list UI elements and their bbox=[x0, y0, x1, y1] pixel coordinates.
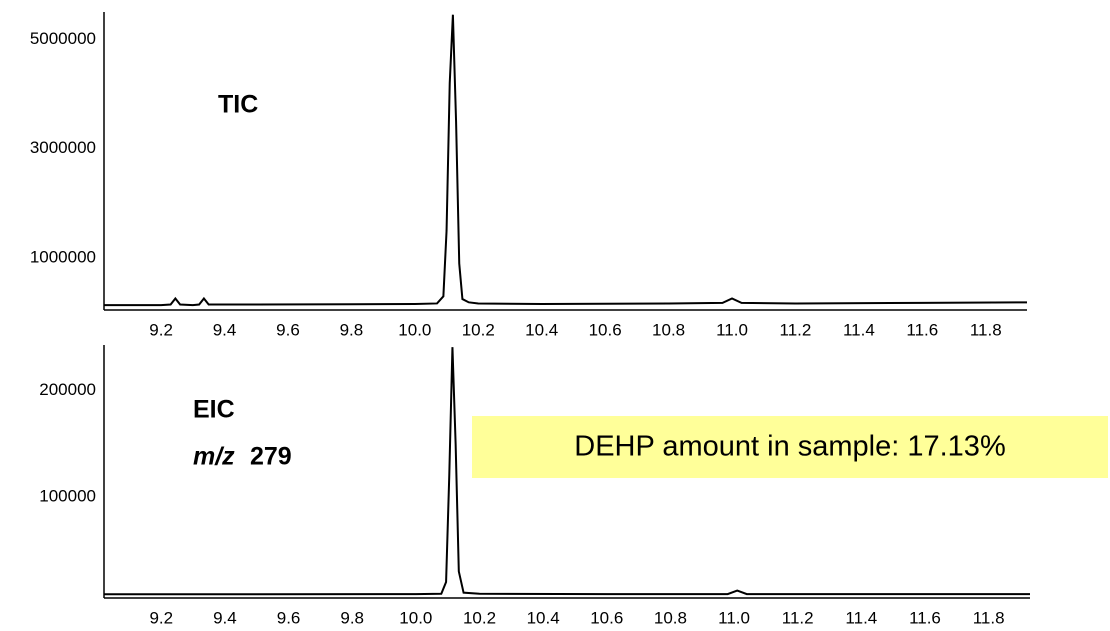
x-tick-label: 10.0 bbox=[398, 320, 431, 339]
x-tick-label: 9.2 bbox=[149, 608, 173, 627]
x-tick-label: 11.6 bbox=[906, 320, 938, 339]
x-tick-label: 11.8 bbox=[973, 608, 1005, 627]
x-tick-label: 10.4 bbox=[527, 608, 560, 627]
line-series bbox=[104, 347, 1030, 596]
x-tick-label: 9.6 bbox=[277, 608, 301, 627]
highlight-box bbox=[472, 416, 1108, 478]
x-tick-label: 9.8 bbox=[340, 608, 364, 627]
x-tick-label: 11.4 bbox=[843, 320, 875, 339]
y-tick-label: 1000000 bbox=[30, 248, 96, 267]
annotation: 279 bbox=[250, 443, 292, 471]
x-tick-label: 10.6 bbox=[589, 320, 622, 339]
x-tick-label: 11.2 bbox=[782, 608, 814, 627]
x-tick-label: 9.8 bbox=[340, 320, 364, 339]
x-tick-label: 11.6 bbox=[909, 608, 941, 627]
x-tick-label: 11.8 bbox=[970, 320, 1002, 339]
x-tick-label: 9.4 bbox=[213, 608, 237, 627]
x-tick-label: 11.2 bbox=[780, 320, 812, 339]
x-tick-label: 10.2 bbox=[462, 320, 495, 339]
annotation: TIC bbox=[218, 91, 258, 119]
x-tick-label: 9.4 bbox=[213, 320, 237, 339]
x-tick-label: 10.8 bbox=[654, 608, 687, 627]
x-tick-label: 10.6 bbox=[590, 608, 623, 627]
annotation: DEHP amount in sample: 17.13% bbox=[574, 431, 1005, 463]
line-series bbox=[104, 14, 1028, 307]
x-tick-label: 10.2 bbox=[463, 608, 496, 627]
y-tick-label: 200000 bbox=[39, 380, 96, 399]
x-tick-label: 10.4 bbox=[525, 320, 558, 339]
x-tick-label: 9.6 bbox=[276, 320, 300, 339]
x-tick-label: 11.0 bbox=[716, 320, 748, 339]
x-tick-label: 10.8 bbox=[652, 320, 685, 339]
x-tick-label: 9.2 bbox=[149, 320, 173, 339]
annotation: m/z bbox=[193, 443, 235, 471]
y-tick-label: 3000000 bbox=[30, 138, 96, 157]
annotation: EIC bbox=[193, 396, 235, 424]
x-tick-label: 11.0 bbox=[718, 608, 750, 627]
y-tick-label: 5000000 bbox=[30, 29, 96, 48]
y-tick-label: 100000 bbox=[39, 486, 96, 505]
x-tick-label: 11.4 bbox=[845, 608, 877, 627]
x-tick-label: 10.0 bbox=[399, 608, 432, 627]
